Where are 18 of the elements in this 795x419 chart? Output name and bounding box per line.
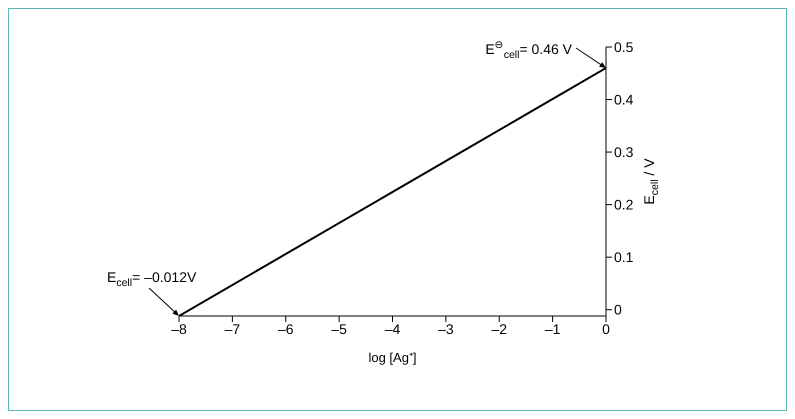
x-axis-title: log [Ag⁺] xyxy=(368,350,417,365)
x-tick-label: –3 xyxy=(438,320,454,337)
x-tick-label: –2 xyxy=(491,320,508,337)
y-tick-label: 0.4 xyxy=(614,92,634,108)
x-tick-label: –6 xyxy=(278,320,294,337)
x-tick-label: –7 xyxy=(224,320,240,337)
x-tick-label: –4 xyxy=(384,320,400,337)
annotation: E$_{cell}$= –0.012V xyxy=(107,269,197,289)
y-tick-label: 0.5 xyxy=(614,38,634,55)
x-tick-label: –8 xyxy=(171,320,187,337)
x-tick-label: –1 xyxy=(544,320,561,337)
x-tick-label: –5 xyxy=(331,320,348,337)
y-tick-label: 0 xyxy=(614,302,622,318)
annotation: E$^{⊖}$$_{cell}$= 0.46 V xyxy=(485,39,573,62)
y-tick-label: 0.2 xyxy=(614,196,634,213)
y-tick-label: 0.3 xyxy=(614,144,634,160)
y-tick-label: 0.1 xyxy=(614,249,634,266)
x-tick-label: 0 xyxy=(602,320,610,337)
